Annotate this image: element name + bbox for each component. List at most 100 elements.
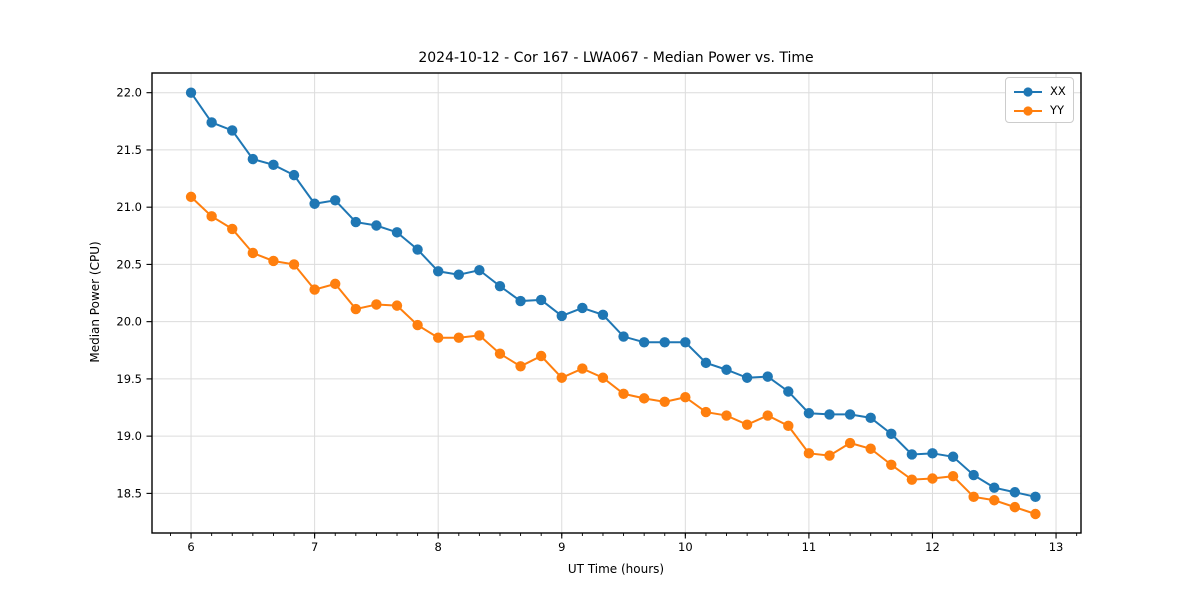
- data-point-xx: [206, 117, 217, 128]
- data-point-yy: [597, 372, 609, 383]
- data-point-yy: [618, 388, 629, 399]
- data-point-yy: [391, 300, 403, 311]
- y-tick-label: 22.0: [116, 86, 142, 100]
- data-point-yy: [330, 278, 341, 290]
- series-line-yy: [190, 196, 1036, 515]
- data-point-xx: [309, 198, 320, 209]
- data-point-xx: [371, 220, 382, 231]
- legend-item-xx: XX: [1013, 82, 1073, 101]
- x-tick-label: 6: [187, 540, 194, 554]
- data-point-xx: [700, 357, 712, 369]
- data-point-yy: [268, 255, 279, 267]
- data-point-yy: [824, 450, 835, 461]
- data-point-xx: [803, 408, 815, 419]
- data-point-yy: [412, 319, 423, 331]
- data-point-xx: [330, 195, 341, 206]
- y-tick-label: 21.0: [116, 200, 142, 214]
- data-point-yy: [1009, 501, 1021, 513]
- data-point-yy: [680, 392, 691, 403]
- data-point-yy: [371, 299, 382, 310]
- data-point-xx: [474, 264, 485, 276]
- data-point-yy: [494, 348, 506, 359]
- plot-border: [151, 72, 1082, 534]
- data-point-xx: [659, 337, 670, 348]
- data-point-yy: [886, 459, 897, 470]
- data-point-yy: [185, 191, 197, 203]
- data-point-yy: [288, 259, 300, 270]
- x-tick-label: 10: [678, 540, 693, 554]
- y-axis-label: Median Power (CPU): [88, 241, 102, 363]
- data-point-yy: [206, 211, 217, 222]
- legend-label-yy: YY: [1050, 102, 1065, 117]
- data-point-yy: [906, 474, 918, 485]
- data-point-xx: [577, 302, 588, 314]
- data-point-xx: [989, 482, 1000, 493]
- data-point-xx: [412, 244, 423, 255]
- y-tick-label: 21.5: [116, 143, 142, 157]
- data-point-xx: [515, 295, 526, 307]
- data-point-xx: [968, 469, 979, 481]
- y-tick-label: 20.5: [116, 257, 142, 271]
- data-point-xx: [844, 409, 856, 420]
- data-point-xx: [741, 372, 753, 383]
- data-point-xx: [227, 125, 238, 136]
- data-point-yy: [638, 393, 650, 404]
- x-tick-label: 9: [558, 540, 565, 554]
- data-point-xx: [350, 216, 362, 228]
- data-point-yy: [803, 448, 815, 459]
- legend-line-marker-icon: [1014, 86, 1042, 97]
- data-point-xx: [762, 371, 773, 382]
- data-point-yy: [865, 443, 876, 454]
- data-point-yy: [556, 372, 567, 383]
- data-point-xx: [886, 428, 897, 440]
- data-point-yy: [350, 303, 362, 315]
- data-point-xx: [824, 409, 835, 420]
- data-point-yy: [577, 363, 588, 374]
- data-point-xx: [638, 337, 650, 348]
- data-point-yy: [927, 473, 938, 484]
- data-point-yy: [762, 410, 773, 421]
- data-point-xx: [618, 331, 629, 342]
- data-point-yy: [947, 471, 959, 482]
- y-tick-label: 18.5: [116, 486, 142, 500]
- legend-item-yy: YY: [1013, 101, 1073, 120]
- data-point-yy: [432, 332, 444, 343]
- data-point-xx: [288, 169, 300, 181]
- data-point-yy: [474, 330, 485, 341]
- data-point-yy: [659, 396, 670, 408]
- data-point-xx: [185, 87, 197, 98]
- data-point-xx: [783, 386, 794, 397]
- data-point-xx: [906, 449, 918, 460]
- data-point-yy: [721, 410, 732, 421]
- chart-title: 2024-10-12 - Cor 167 - LWA067 - Median P…: [418, 50, 814, 66]
- data-point-yy: [309, 284, 320, 295]
- x-tick-label: 12: [925, 540, 940, 554]
- legend-label-xx: XX: [1050, 83, 1066, 98]
- x-tick-label: 7: [311, 540, 318, 554]
- data-point-yy: [1030, 508, 1041, 520]
- y-tick-label: 20.0: [116, 315, 142, 329]
- data-point-xx: [721, 364, 732, 375]
- y-tick-label: 19.5: [116, 372, 142, 386]
- data-point-xx: [247, 153, 259, 165]
- x-tick-label: 11: [802, 540, 817, 554]
- data-point-xx: [597, 309, 609, 320]
- data-point-yy: [515, 361, 526, 372]
- data-point-yy: [989, 495, 1000, 506]
- data-point-xx: [680, 337, 691, 348]
- y-tick-label: 19.0: [116, 429, 142, 443]
- data-point-xx: [1030, 491, 1041, 503]
- data-point-yy: [535, 350, 547, 362]
- legend-line-marker-icon: [1014, 105, 1042, 116]
- data-point-xx: [268, 159, 279, 171]
- data-point-yy: [783, 420, 794, 432]
- x-tick-label: 13: [1049, 540, 1064, 554]
- x-tick-label: 8: [435, 540, 442, 554]
- data-point-xx: [535, 294, 547, 306]
- data-point-yy: [453, 332, 464, 343]
- data-point-yy: [227, 223, 238, 235]
- data-point-yy: [844, 437, 856, 449]
- legend: XX YY: [1005, 77, 1074, 123]
- data-point-yy: [700, 406, 712, 418]
- data-point-xx: [494, 280, 506, 292]
